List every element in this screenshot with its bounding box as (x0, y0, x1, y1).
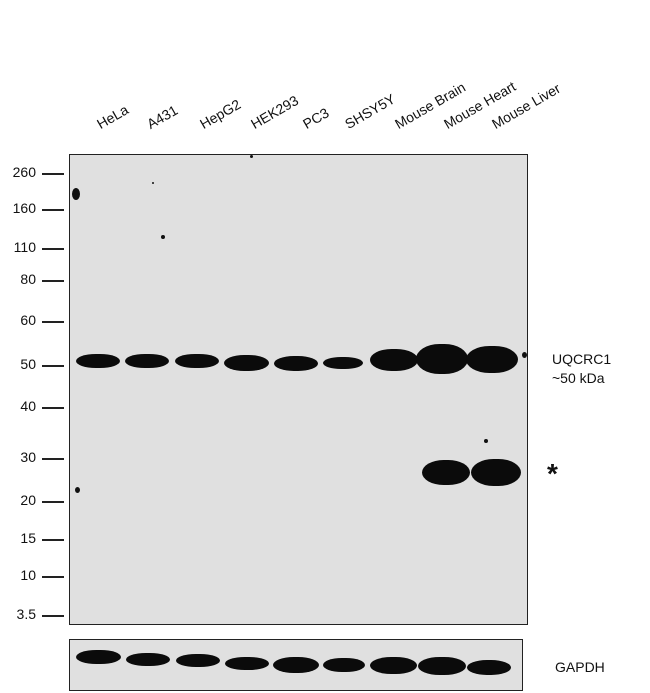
gapdh-blot-membrane (69, 639, 523, 691)
target-protein-label: UQCRC1 (552, 351, 612, 367)
band-50kda-hela (76, 354, 120, 368)
mw-label-160: 160 (12, 200, 36, 216)
mw-tick-160 (42, 209, 64, 211)
band-gapdh-a431 (126, 653, 170, 666)
lane-label-hek293: HEK293 (248, 92, 302, 132)
band-gapdh-mouse-heart (418, 657, 466, 675)
lane-label-hepg2: HepG2 (197, 95, 244, 132)
mw-tick-40 (42, 407, 64, 409)
band-50kda-mouse-heart (416, 344, 468, 374)
lane-label-hela: HeLa (94, 101, 131, 132)
lane-label-a431: A431 (144, 101, 181, 132)
mw-label-260: 260 (12, 164, 36, 180)
artifact-speck (161, 235, 165, 239)
band-50kda-mouse-brain (370, 349, 418, 371)
mw-tick-260 (42, 173, 64, 175)
target-size-label: ~50 kDa (552, 370, 605, 386)
artifact-speck (75, 487, 80, 493)
mw-label-15: 15 (20, 530, 36, 546)
mw-tick-20 (42, 501, 64, 503)
mw-tick-60 (42, 321, 64, 323)
band-gapdh-hepg2 (176, 654, 220, 667)
band-50kda-hepg2 (175, 354, 219, 368)
band-50kda-pc3 (274, 356, 318, 371)
mw-tick-10 (42, 576, 64, 578)
mw-label-40: 40 (20, 398, 36, 414)
band-gapdh-hela (76, 650, 121, 664)
mw-tick-50 (42, 365, 64, 367)
mw-tick-30 (42, 458, 64, 460)
band-50kda-shsy5y (323, 357, 363, 369)
mw-label-30: 30 (20, 449, 36, 465)
band-gapdh-pc3 (273, 657, 319, 673)
artifact-speck (72, 188, 80, 200)
band-50kda-mouse-liver (466, 346, 518, 373)
mw-tick-80 (42, 280, 64, 282)
mw-tick-110 (42, 248, 64, 250)
mw-label-110: 110 (13, 239, 36, 255)
band-gapdh-mouse-liver (467, 660, 511, 675)
artifact-speck (522, 352, 527, 358)
main-blot-membrane (69, 154, 528, 625)
mw-tick-3-5 (42, 615, 64, 617)
lane-label-pc3: PC3 (300, 104, 332, 132)
artifact-speck (484, 439, 488, 443)
mw-label-20: 20 (20, 492, 36, 508)
mw-label-50: 50 (20, 356, 36, 372)
band-gapdh-shsy5y (323, 658, 365, 672)
band-asterisk-mouse-liver (471, 459, 521, 486)
mw-tick-15 (42, 539, 64, 541)
asterisk-marker: * (547, 458, 558, 489)
mw-label-80: 80 (20, 271, 36, 287)
loading-control-label: GAPDH (555, 659, 605, 675)
band-gapdh-mouse-brain (370, 657, 417, 674)
artifact-speck (152, 182, 154, 184)
lane-label-shsy5y: SHSY5Y (342, 90, 398, 132)
artifact-speck (250, 155, 253, 158)
band-50kda-a431 (125, 354, 169, 368)
band-gapdh-hek293 (225, 657, 269, 670)
mw-label-60: 60 (20, 312, 36, 328)
band-50kda-hek293 (224, 355, 269, 371)
band-asterisk-mouse-heart (422, 460, 470, 485)
mw-label-10: 10 (20, 567, 36, 583)
mw-label-3-5: 3.5 (16, 606, 36, 622)
